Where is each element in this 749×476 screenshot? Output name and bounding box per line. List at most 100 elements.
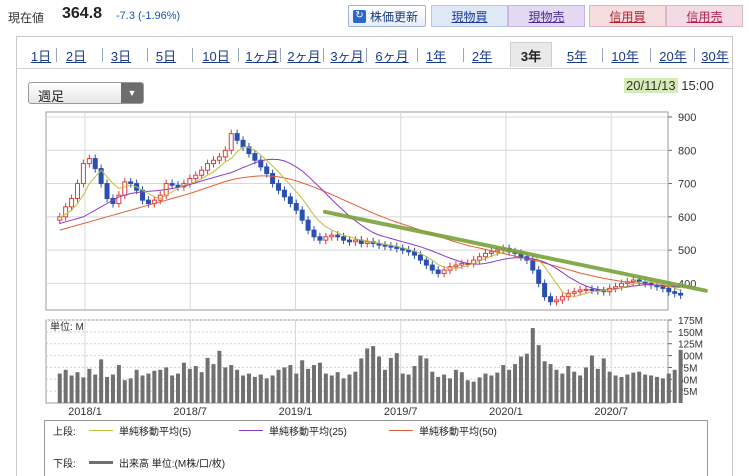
volume-bar — [465, 380, 470, 403]
volume-bar — [448, 378, 453, 403]
candle-body — [240, 139, 246, 148]
volume-bar — [418, 355, 423, 403]
volume-bar — [631, 372, 636, 403]
tab-range-1[interactable]: 2日 — [65, 48, 87, 64]
tab-range-14[interactable]: 20年 — [659, 48, 687, 64]
candle-body — [228, 133, 234, 151]
volume-bar — [412, 366, 417, 403]
volume-bar — [264, 378, 269, 403]
chart-timestamp: 20/11/13 15:00 — [624, 78, 714, 93]
tab-range-2[interactable]: 3日 — [110, 48, 132, 64]
volume-bar — [306, 368, 311, 403]
volume-bar — [625, 374, 630, 403]
tab-range-11[interactable]: 3年 — [510, 42, 552, 67]
refresh-price-button[interactable]: ↻ 株価更新 — [348, 5, 426, 27]
timestamp-time: 15:00 — [681, 78, 714, 93]
tab-range-0[interactable]: 1日 — [30, 48, 52, 64]
price-plot-area — [45, 111, 669, 311]
volume-bar — [377, 356, 382, 403]
volume-bar — [436, 376, 441, 403]
volume-bar — [187, 368, 192, 403]
legend-ma5: 単純移動平均(5) — [89, 423, 191, 438]
candle-body — [542, 282, 548, 298]
volume-tick-label: 25M — [678, 387, 697, 398]
candle-body — [169, 183, 175, 186]
candle-body — [488, 251, 494, 254]
tab-range-5[interactable]: 1ヶ月 — [245, 48, 279, 64]
ma25-line — [59, 158, 681, 291]
legend-ma5-label: 単純移動平均(5) — [119, 427, 192, 438]
volume-bar — [69, 375, 74, 403]
tab-separator — [192, 48, 193, 62]
candle-body — [63, 206, 69, 218]
candle-body — [311, 229, 317, 238]
volume-bar — [483, 373, 488, 403]
volume-bar — [424, 358, 429, 403]
volume-bar — [649, 375, 654, 403]
cash-buy-button[interactable]: 現物買 — [431, 5, 508, 27]
volume-bar — [146, 373, 151, 403]
candle-body — [80, 163, 86, 185]
tab-range-4[interactable]: 10日 — [202, 48, 230, 64]
legend-lower-label: 下段: — [53, 458, 76, 470]
candle-body — [193, 174, 199, 180]
chevron-down-icon: ▼ — [121, 83, 143, 103]
tab-separator — [650, 48, 651, 62]
volume-bar — [678, 349, 683, 403]
tab-range-3[interactable]: 5日 — [155, 48, 177, 64]
volume-bar — [317, 362, 322, 403]
candle-body — [116, 194, 122, 205]
tab-range-13[interactable]: 10年 — [611, 48, 639, 64]
candle-body — [305, 219, 311, 231]
candle-body — [630, 279, 636, 283]
candle-body — [128, 181, 134, 185]
candle-body — [666, 287, 672, 293]
candle-body — [423, 259, 429, 266]
candle-body — [299, 209, 305, 221]
tab-range-8[interactable]: 6ヶ月 — [375, 48, 409, 64]
tab-range-15[interactable]: 30年 — [701, 48, 729, 64]
tab-separator — [417, 48, 418, 62]
tab-range-7[interactable]: 3ヶ月 — [330, 48, 364, 64]
volume-tick-label: 175M — [678, 316, 703, 327]
tab-separator — [323, 48, 324, 62]
legend-volume-label: 出来高 単位:(M株/口/枚) — [119, 459, 226, 470]
period-select[interactable]: 週足 ▼ — [28, 82, 144, 104]
volume-bar — [578, 375, 583, 403]
volume-bar — [75, 372, 80, 403]
margin-sell-button[interactable]: 信用売 — [666, 5, 743, 27]
candle-body — [577, 289, 583, 293]
timestamp-date: 20/11/13 — [624, 78, 678, 93]
candle-body — [122, 181, 128, 196]
tab-range-12[interactable]: 5年 — [566, 48, 588, 64]
volume-bar — [329, 375, 334, 403]
volume-bar — [607, 371, 612, 403]
legend-volume-swatch — [89, 461, 113, 464]
volume-bar — [246, 373, 251, 403]
volume-bar — [181, 362, 186, 403]
volume-bar — [666, 373, 671, 403]
volume-bar — [276, 369, 281, 403]
volume-bar — [235, 369, 240, 403]
volume-bar — [241, 375, 246, 403]
volume-bar — [643, 374, 648, 403]
candle-body — [57, 216, 63, 221]
volume-bar — [501, 365, 506, 403]
candle-body — [672, 291, 678, 294]
tab-separator — [102, 48, 103, 62]
margin-buy-button[interactable]: 信用買 — [589, 5, 666, 27]
tab-separator — [602, 48, 603, 62]
cash-sell-button[interactable]: 現物売 — [508, 5, 585, 27]
volume-bar — [116, 365, 121, 403]
candle-body — [175, 184, 181, 188]
legend-upper-label: 上段: — [53, 426, 76, 438]
candle-body — [613, 286, 619, 289]
volume-bar — [589, 355, 594, 403]
candle-body — [352, 239, 358, 243]
volume-bar — [471, 381, 476, 403]
candle-body — [382, 244, 388, 247]
tab-range-6[interactable]: 2ヶ月 — [287, 48, 321, 64]
trend-line — [322, 209, 708, 293]
tab-range-10[interactable]: 2年 — [471, 48, 493, 64]
tab-range-9[interactable]: 1年 — [425, 48, 447, 64]
